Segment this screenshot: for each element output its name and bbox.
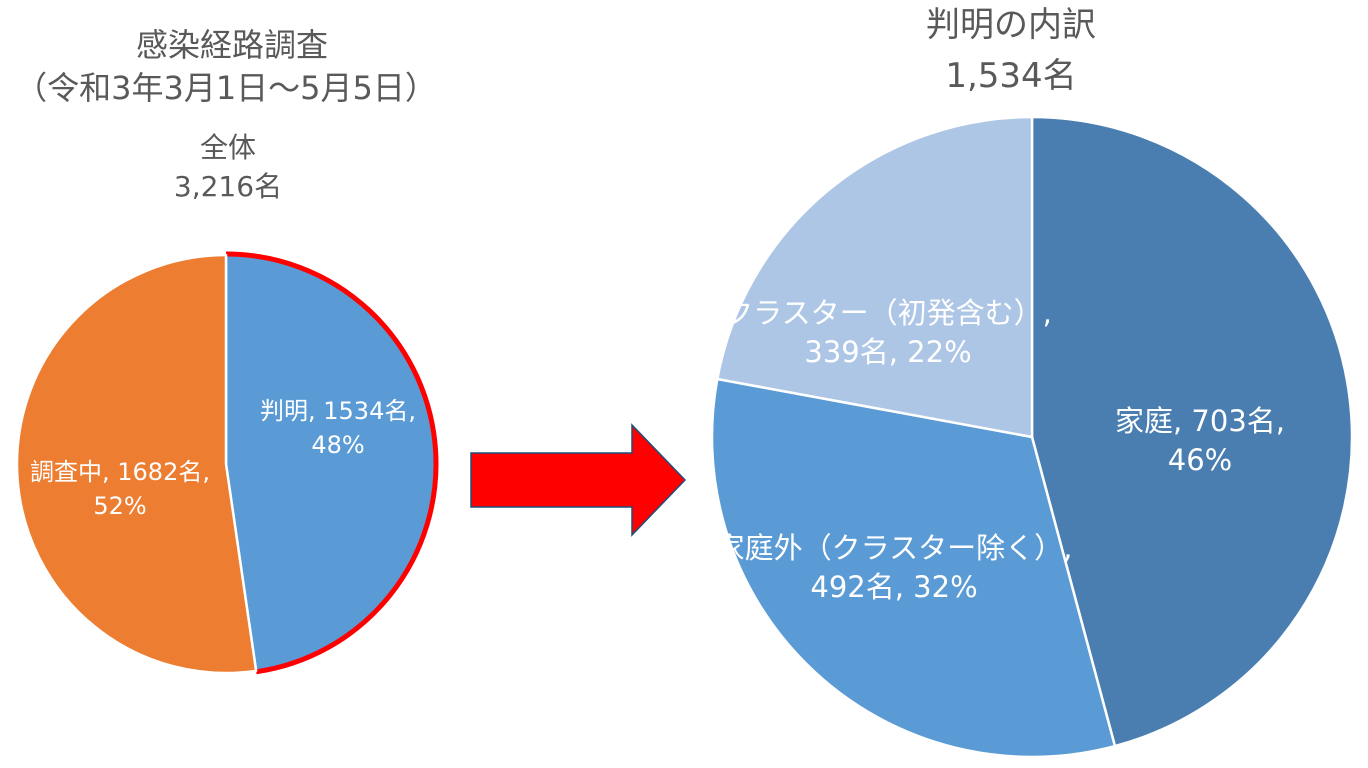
survey-period: （令和3年3月1日～5月5日） (15, 69, 437, 107)
right-pie-labels: 家庭, 703名, 46% 家庭外（クラスター除く）, 492名, 32% クラスター（… (716, 296, 1285, 604)
pie-slice-cluster (716, 115, 1034, 439)
pie-slice-investigating (15, 253, 258, 675)
data-label-identified: 判明, 1534名, 48% (260, 397, 416, 459)
transition-arrow (470, 423, 687, 537)
right-pie-title: 判明の内訳 (926, 5, 1096, 45)
right-pie-chart (710, 115, 1354, 759)
right-pie-subtitle: 1,534名 (945, 56, 1076, 96)
data-label-investigating: 調査中, 1682名, 52% (30, 458, 210, 520)
survey-title: 感染経路調査 (136, 26, 328, 64)
left-pie-title: 全体 (200, 131, 256, 164)
pie-slice-outside_household (710, 377, 1117, 759)
data-label-cluster: クラスター（初発含む）, 339名, 22% (724, 296, 1052, 369)
left-pie-subtitle: 3,216名 (174, 170, 282, 203)
left-pie-labels: 判明, 1534名, 48% 調査中, 1682名, 52% (30, 397, 416, 520)
pie-slice-household (1030, 115, 1354, 748)
data-label-outside_household: 家庭外（クラスター除く）, 492名, 32% (716, 531, 1073, 604)
highlight-outline-identified (225, 251, 439, 675)
left-pie-chart (15, 251, 439, 675)
data-label-household: 家庭, 703名, 46% (1115, 404, 1285, 477)
pie-slice-identified (224, 253, 437, 673)
